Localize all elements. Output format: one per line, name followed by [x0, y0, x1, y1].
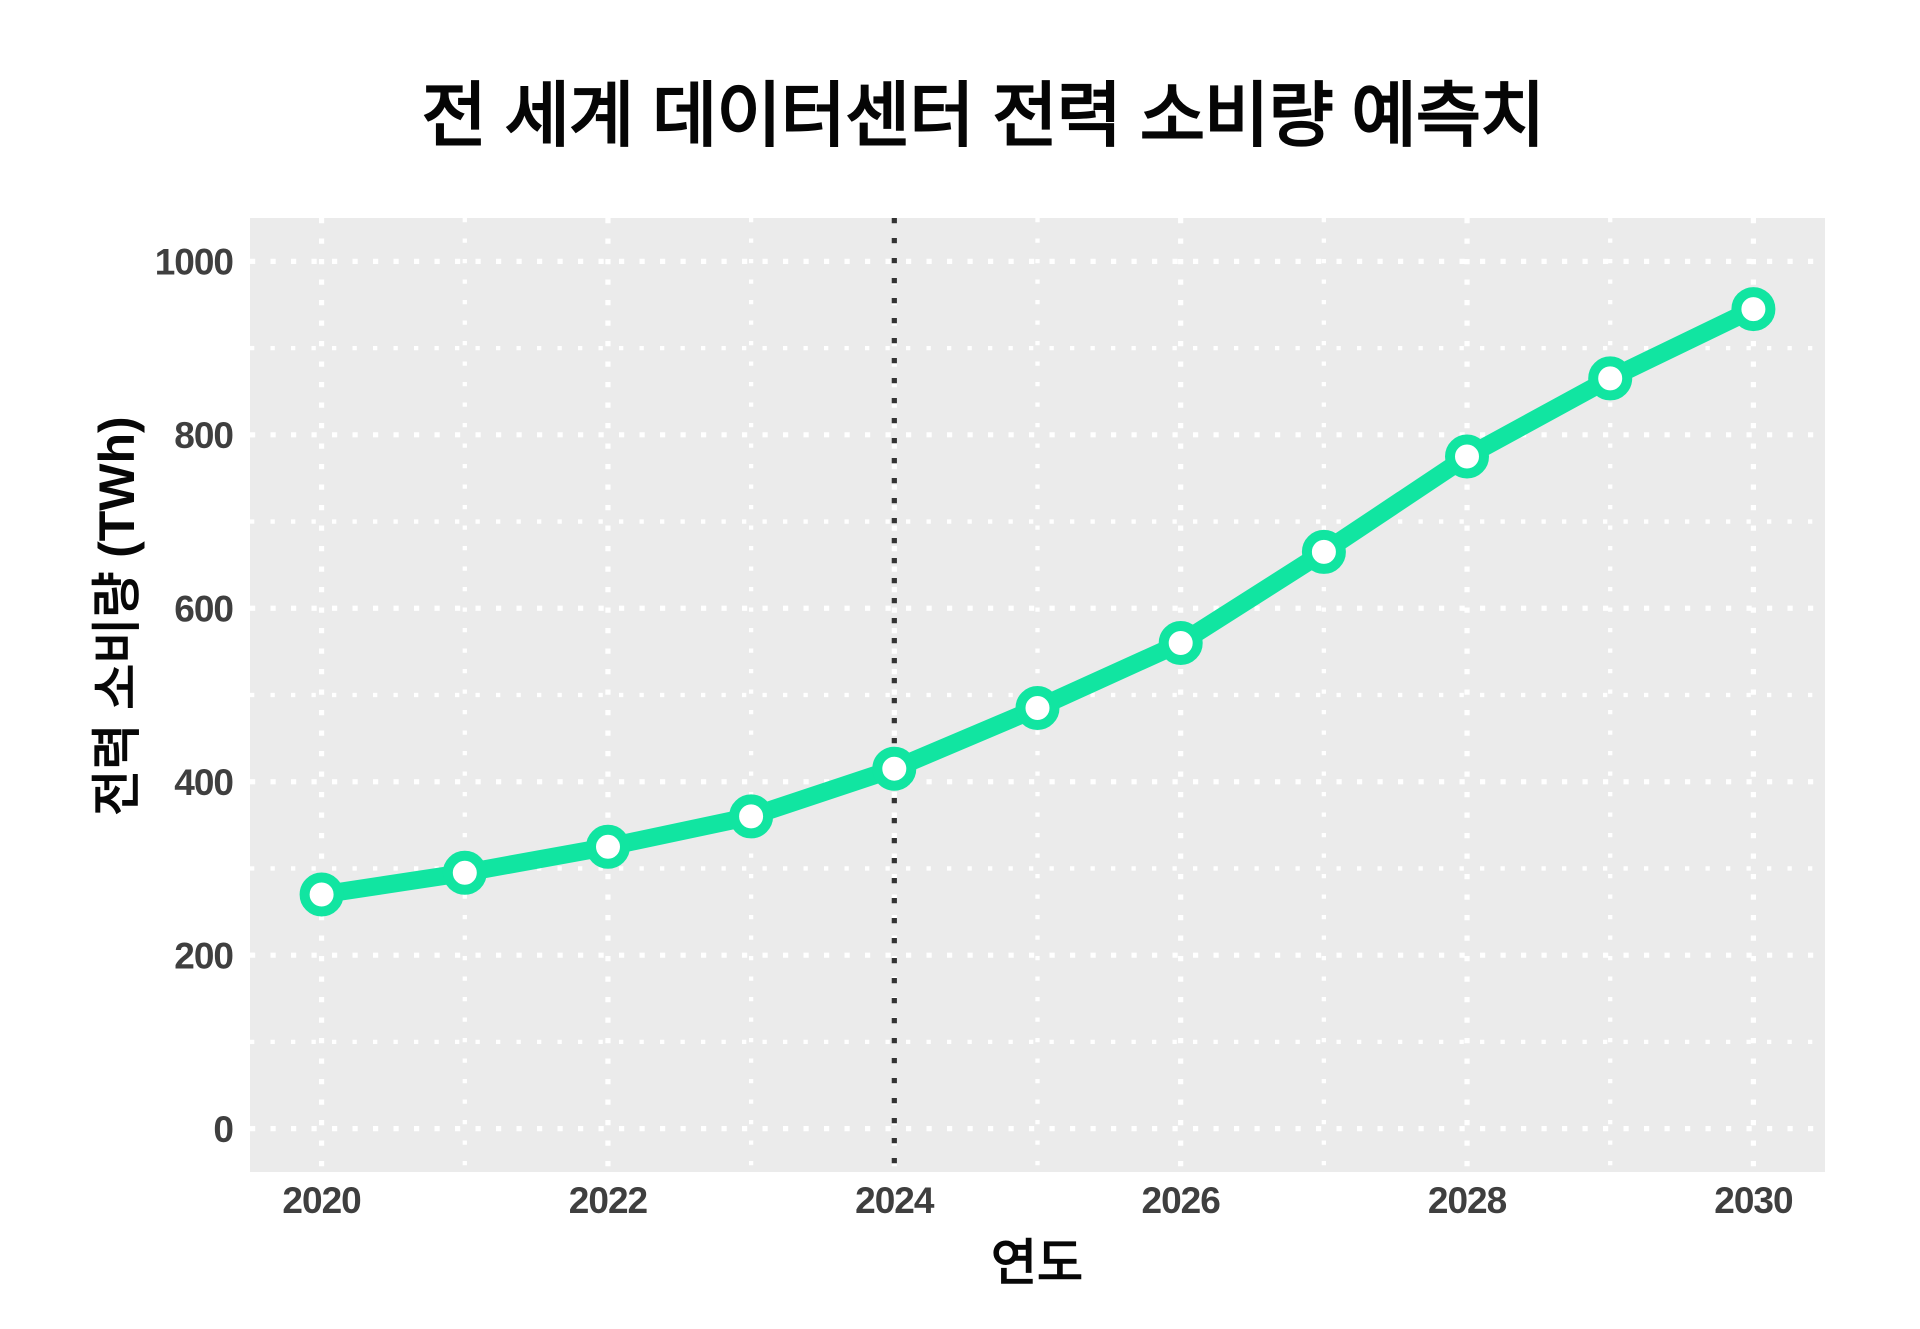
data-point-2029 — [1588, 356, 1633, 401]
y-tick-label-800: 800 — [174, 415, 233, 456]
x-tick-label-2030: 2030 — [1714, 1180, 1793, 1221]
x-tick-label-2028: 2028 — [1428, 1180, 1507, 1221]
y-tick-label-400: 400 — [174, 762, 233, 803]
chart-title: 전 세계 데이터센터 전력 소비량 예측치 — [422, 77, 1545, 156]
data-point-2027 — [1301, 529, 1346, 574]
data-point-2023 — [729, 794, 774, 839]
y-axis-title: 전력 소비량 (TWh) — [89, 416, 145, 815]
x-tick-label-2024: 2024 — [855, 1180, 935, 1221]
gridlines-minor — [250, 218, 1825, 1172]
x-tick-label-2022: 2022 — [569, 1180, 648, 1221]
x-axis-tick-labels: 2020 2022 2024 2026 2028 2030 — [282, 1180, 1794, 1221]
x-tick-label-2026: 2026 — [1142, 1180, 1221, 1221]
data-point-2028 — [1445, 434, 1489, 479]
gridlines-major — [250, 218, 1825, 1172]
data-point-2025 — [1015, 686, 1060, 730]
data-point-2026 — [1158, 621, 1203, 665]
y-tick-label-1000: 1000 — [155, 242, 234, 283]
data-point-2020 — [299, 872, 344, 917]
y-tick-label-600: 600 — [174, 589, 233, 630]
x-tick-label-2020: 2020 — [282, 1180, 361, 1221]
y-tick-label-200: 200 — [174, 936, 233, 977]
data-point-2022 — [586, 824, 630, 869]
data-point-markers — [299, 287, 1776, 917]
data-point-2021 — [442, 850, 487, 895]
data-point-2024 — [872, 746, 917, 791]
data-point-2030 — [1731, 287, 1776, 332]
y-tick-label-0: 0 — [213, 1109, 233, 1150]
x-axis-title: 연도 — [991, 1235, 1083, 1291]
y-axis-tick-labels: 0 200 400 600 800 1000 — [155, 242, 235, 1150]
